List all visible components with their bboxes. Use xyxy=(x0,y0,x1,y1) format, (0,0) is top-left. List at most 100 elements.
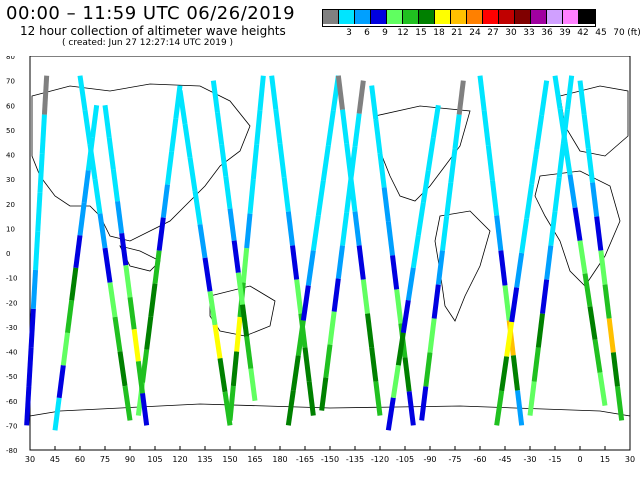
track-segment xyxy=(60,332,70,366)
track-segment xyxy=(102,247,113,283)
track-segment xyxy=(485,145,495,181)
track-segment xyxy=(197,224,208,259)
track-segment xyxy=(127,297,137,330)
track-segment xyxy=(85,137,95,171)
track-segment xyxy=(585,148,595,183)
track-segment xyxy=(515,390,525,426)
lat-tick-label: 50 xyxy=(6,127,15,135)
track-segment xyxy=(509,287,520,323)
lon-tick-label: -30 xyxy=(523,455,536,464)
track-segment xyxy=(115,200,125,234)
track-segment xyxy=(344,143,354,178)
track-segment xyxy=(182,123,193,158)
lon-tick-label: -120 xyxy=(371,455,389,464)
lat-tick-label: 10 xyxy=(6,225,15,233)
legend-swatch xyxy=(483,10,499,24)
track-segment xyxy=(356,80,366,114)
track-segment xyxy=(305,250,316,286)
track-segment xyxy=(548,211,558,246)
track-segment xyxy=(156,217,166,251)
legend-swatch xyxy=(531,10,547,24)
track-segment xyxy=(41,75,50,115)
track-segment xyxy=(556,143,566,178)
track-segment xyxy=(248,368,258,402)
track-segment xyxy=(552,177,562,212)
track-segment xyxy=(504,321,515,357)
legend-swatch xyxy=(499,10,515,24)
track-segment xyxy=(540,279,550,314)
track-segment xyxy=(598,250,608,285)
lon-tick-label: -15 xyxy=(548,455,561,464)
legend-color-bar xyxy=(322,9,596,27)
track-segment xyxy=(302,347,312,382)
track-segment xyxy=(582,273,593,308)
map-subtitle: 12 hour collection of altimeter wave hei… xyxy=(20,24,286,38)
coastline xyxy=(29,403,631,451)
track-segment xyxy=(335,75,345,110)
track-segment xyxy=(390,364,401,399)
legend-swatch xyxy=(403,10,419,24)
lon-tick-label: -60 xyxy=(473,455,486,464)
track-segment xyxy=(131,329,141,362)
lon-tick-label: -165 xyxy=(296,455,314,464)
track-segment xyxy=(524,183,535,219)
lon-tick-label: 15 xyxy=(600,455,610,464)
track-segment xyxy=(77,75,88,111)
legend-swatch xyxy=(323,10,339,24)
track-segment xyxy=(285,211,295,246)
lon-tick-label: 150 xyxy=(222,455,237,464)
track-segment xyxy=(169,118,179,152)
track-segment xyxy=(39,114,47,154)
track-segment xyxy=(348,177,358,212)
legend-label: 39 xyxy=(559,28,571,38)
track-segment xyxy=(69,267,79,301)
legend-unit: (ft) xyxy=(627,28,640,38)
track-segment xyxy=(306,381,316,416)
lat-tick-label: 70 xyxy=(6,78,15,86)
track-segment xyxy=(82,109,93,146)
track-segment xyxy=(427,318,437,353)
track-segment xyxy=(477,75,487,111)
legend-swatch xyxy=(451,10,467,24)
track-segment xyxy=(281,177,291,212)
track-segment xyxy=(448,148,458,183)
track-segment xyxy=(419,386,429,421)
track-segment xyxy=(502,285,512,321)
track-segment xyxy=(300,285,311,321)
track-segment xyxy=(187,157,198,192)
coastlines xyxy=(29,83,631,451)
track-segment xyxy=(240,304,250,338)
track-segment xyxy=(56,364,66,399)
map-title: 00:00 – 11:59 UTC 06/26/2019 xyxy=(6,3,296,24)
track-segment xyxy=(597,372,608,407)
lat-tick-label: 20 xyxy=(6,201,15,209)
track-segment xyxy=(562,141,573,176)
track-segment xyxy=(33,230,41,271)
track-segment xyxy=(535,313,545,348)
lon-tick-label: 0 xyxy=(577,455,582,464)
legend-label: 6 xyxy=(364,28,370,38)
legend-swatch xyxy=(563,10,579,24)
track-segment xyxy=(320,145,331,181)
track-segment xyxy=(37,153,45,193)
world-map: 30 45 60 75 90 105 120 135 150 165 180 -165 -150 -135… xyxy=(6,56,635,464)
track-segment xyxy=(123,264,133,298)
track-segment xyxy=(606,318,616,353)
altimeter-tracks xyxy=(24,75,625,431)
lat-tick-label: -50 xyxy=(6,373,17,381)
track-segment xyxy=(567,174,578,209)
track-segment xyxy=(369,347,379,382)
legend-swatch xyxy=(371,10,387,24)
track-segment xyxy=(452,114,462,149)
track-segment xyxy=(552,75,563,110)
track-segment xyxy=(230,351,240,387)
lon-tick-label: -75 xyxy=(448,455,461,464)
track-segment xyxy=(410,234,421,269)
track-segment xyxy=(119,232,129,266)
track-segment xyxy=(215,112,225,145)
track-segment xyxy=(400,299,411,334)
legend-swatch xyxy=(547,10,563,24)
lon-tick-label: 105 xyxy=(147,455,162,464)
track-segment xyxy=(498,250,508,286)
legend-label: 45 xyxy=(595,28,607,38)
